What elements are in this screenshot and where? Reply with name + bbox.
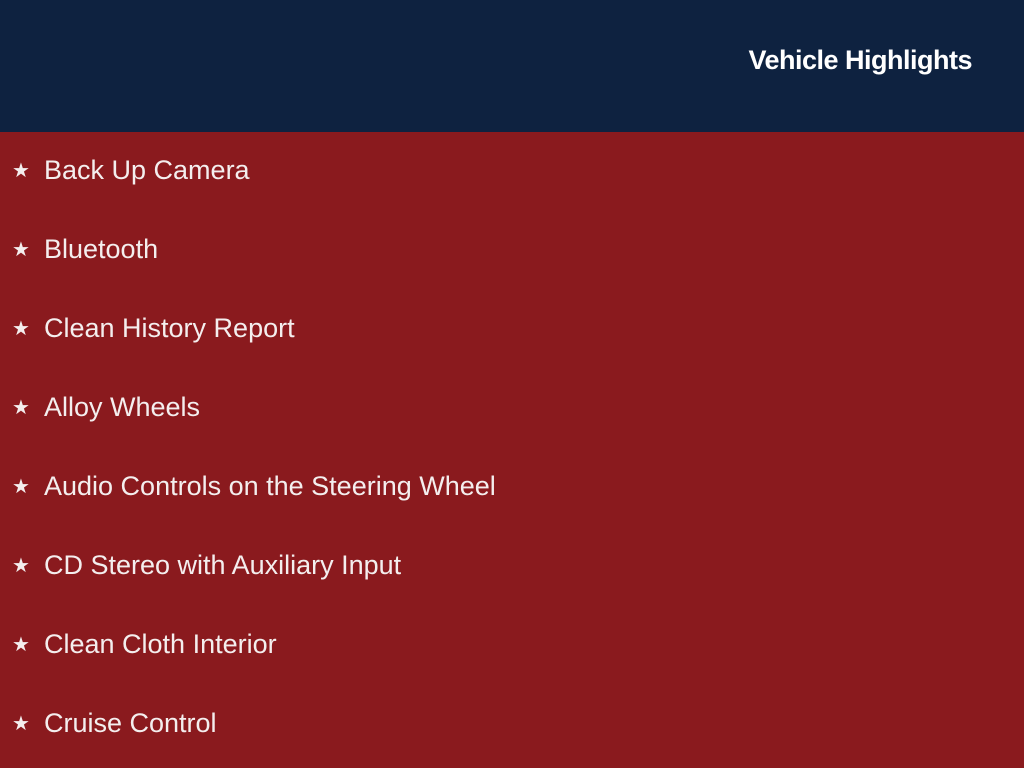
highlight-item: ★ Bluetooth: [12, 229, 158, 269]
highlight-item: ★ Cruise Control: [12, 703, 217, 743]
star-icon: ★: [12, 554, 30, 577]
star-icon: ★: [12, 633, 30, 656]
star-icon: ★: [12, 396, 30, 419]
highlight-label: Cruise Control: [44, 707, 217, 738]
highlight-item: ★ Clean Cloth Interior: [12, 624, 277, 664]
highlight-item: ★ CD Stereo with Auxiliary Input: [12, 545, 401, 585]
highlight-item: ★ Alloy Wheels: [12, 387, 200, 427]
highlight-label: Audio Controls on the Steering Wheel: [44, 470, 496, 501]
highlight-item: ★ Audio Controls on the Steering Wheel: [12, 466, 496, 506]
highlight-item: ★ Back Up Camera: [12, 150, 250, 190]
highlight-label: Clean Cloth Interior: [44, 628, 277, 659]
header-bar: Vehicle Highlights: [0, 0, 1024, 132]
star-icon: ★: [12, 317, 30, 340]
highlight-label: Clean History Report: [44, 312, 295, 343]
highlight-item: ★ Clean History Report: [12, 308, 295, 348]
highlight-label: Alloy Wheels: [44, 391, 201, 422]
star-icon: ★: [12, 712, 30, 735]
star-icon: ★: [12, 475, 30, 498]
highlight-label: Bluetooth: [44, 233, 159, 264]
highlight-label: CD Stereo with Auxiliary Input: [44, 549, 402, 580]
star-icon: ★: [12, 159, 30, 182]
highlight-label: Back Up Camera: [44, 154, 250, 185]
star-icon: ★: [12, 238, 30, 261]
page-title: Vehicle Highlights: [748, 45, 972, 75]
